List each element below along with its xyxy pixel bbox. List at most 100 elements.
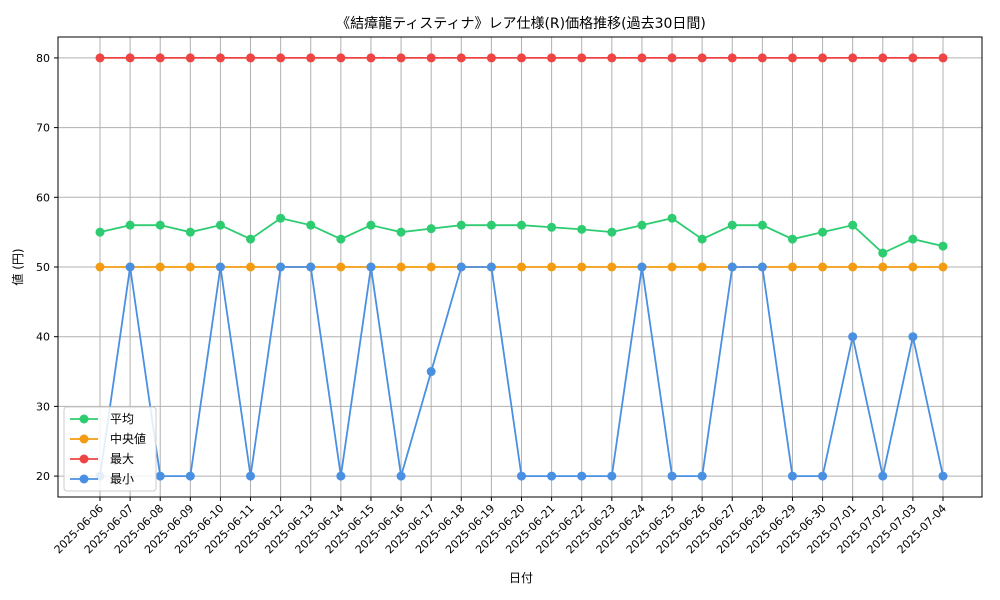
data-point [938,471,948,481]
data-point [577,53,587,63]
data-point [246,53,256,63]
data-point [607,262,617,272]
data-point [818,227,828,237]
legend-label: 中央値 [110,431,146,446]
data-point [818,262,828,272]
legend-label: 平均 [110,412,134,426]
legend-box [63,406,157,492]
legend-marker [79,434,89,444]
y-axis-label: 値 (円) [10,248,25,285]
data-point [818,471,828,481]
y-tick-label: 80 [36,52,50,65]
data-point [938,262,948,272]
data-point [185,53,195,63]
data-point [667,53,677,63]
data-point [125,220,135,230]
data-point [697,262,707,272]
data-point [95,262,105,272]
data-point [547,222,557,232]
data-point [878,248,888,258]
data-point [336,262,346,272]
data-point [517,471,526,481]
data-point [396,53,406,63]
data-point [818,53,828,63]
data-point [426,53,436,63]
data-point [908,234,918,244]
y-tick-label: 40 [36,331,50,344]
data-point [848,262,858,272]
y-tick-label: 70 [36,122,50,135]
data-point [215,53,225,63]
data-point [396,227,406,237]
x-axis-ticks: 2025-06-062025-06-072025-06-082025-06-09… [52,497,949,556]
data-point [456,53,466,63]
data-point [396,262,406,272]
data-point [276,53,286,63]
x-axis-label: 日付 [509,571,533,585]
y-tick-label: 20 [36,470,50,483]
data-point [607,471,617,481]
data-point [215,220,225,230]
data-point [908,332,918,342]
data-point [486,262,496,272]
data-point [185,471,195,481]
y-tick-label: 50 [36,261,50,274]
data-point [577,471,587,481]
data-point [155,53,165,63]
data-point [697,234,707,244]
data-point [486,220,496,230]
data-point [667,213,677,223]
data-point [426,367,436,377]
data-point [787,471,797,481]
data-point [95,227,105,237]
data-point [547,262,557,272]
data-point [366,262,376,272]
series-平均 [95,213,948,258]
legend-marker [79,414,89,424]
data-point [276,262,286,272]
legend-marker [79,454,89,464]
data-point [336,53,346,63]
data-point [366,53,376,63]
data-point [607,53,617,63]
data-point [787,234,797,244]
data-point [306,220,316,230]
data-point [878,262,888,272]
series-最小 [95,262,948,481]
data-point [878,53,888,63]
data-point [547,471,557,481]
series-layer [95,53,948,481]
data-point [95,53,105,63]
y-tick-label: 30 [36,400,50,413]
data-point [787,53,797,63]
data-point [908,262,918,272]
data-point [185,262,195,272]
data-point [697,53,707,63]
data-point [547,53,557,63]
data-point [517,53,526,63]
data-point [306,53,316,63]
y-tick-label: 60 [36,191,50,204]
data-point [486,53,496,63]
chart-title: 《結瘴龍ティスティナ》レア仕様(R)価格推移(過去30日間) [336,15,706,32]
data-point [336,234,346,244]
series-最大 [95,53,948,63]
data-point [336,471,346,481]
data-point [938,53,948,63]
data-point [456,220,466,230]
data-point [727,262,737,272]
data-point [727,53,737,63]
data-point [125,262,135,272]
data-point [908,53,918,63]
data-point [637,262,647,272]
data-point [848,53,858,63]
data-point [938,241,948,251]
data-point [246,471,256,481]
data-point [185,227,195,237]
data-point [155,262,165,272]
legend-marker [79,474,89,484]
data-point [848,332,858,342]
data-point [787,262,797,272]
